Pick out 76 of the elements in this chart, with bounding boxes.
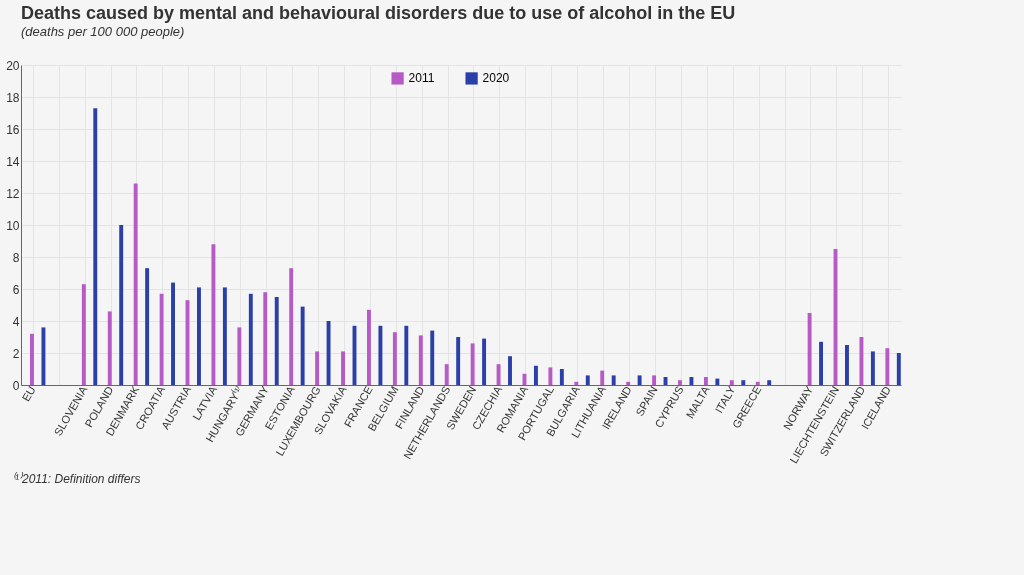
bar <box>145 268 150 385</box>
bar <box>885 348 890 385</box>
chart-title: Deaths caused by mental and behavioural disorders due to use of alcohol in the EU <box>21 3 736 23</box>
bar <box>133 183 138 385</box>
bar <box>767 380 772 385</box>
bar <box>611 375 616 385</box>
bar <box>93 108 98 385</box>
y-tick-label: 16 <box>6 122 20 137</box>
bar <box>637 375 642 385</box>
bar <box>807 313 812 385</box>
bar <box>482 338 487 385</box>
y-tick-label: 14 <box>6 154 20 169</box>
bar <box>366 309 371 385</box>
chart-subtitle: (deaths per 100 000 people) <box>21 24 185 39</box>
bar <box>508 356 512 385</box>
bar <box>404 325 409 385</box>
bar <box>626 381 631 385</box>
bar <box>703 377 708 385</box>
y-tick-label: 10 <box>6 218 20 233</box>
y-tick-label: 12 <box>6 186 20 201</box>
bar <box>548 367 553 385</box>
bar <box>263 292 268 385</box>
y-tick-label: 18 <box>6 90 20 105</box>
bar <box>430 330 435 385</box>
bar <box>741 380 746 385</box>
bar <box>211 244 216 385</box>
bar <box>689 377 694 385</box>
bar <box>585 375 590 385</box>
bar <box>444 364 449 385</box>
y-tick-label: 2 <box>12 346 20 361</box>
bar <box>41 327 46 385</box>
bar <box>222 287 227 385</box>
x-tick-label: EU <box>19 383 38 404</box>
bar <box>248 293 253 385</box>
bar <box>81 284 86 385</box>
bar <box>574 381 579 385</box>
bar <box>392 332 397 385</box>
bar <box>456 337 461 385</box>
bar <box>315 351 320 385</box>
bar <box>289 268 294 385</box>
bar <box>870 351 875 385</box>
bar <box>729 380 734 385</box>
legend-label: 2011 <box>408 71 435 86</box>
bar <box>237 327 242 385</box>
bar <box>533 365 538 385</box>
bar <box>755 381 760 385</box>
bar <box>715 378 720 385</box>
bar <box>274 297 279 385</box>
bar <box>30 333 34 385</box>
bar <box>326 321 331 385</box>
bar <box>197 287 201 385</box>
bar <box>107 311 112 385</box>
bar <box>600 370 605 385</box>
bar <box>859 337 864 385</box>
bar <box>678 380 682 385</box>
bar <box>470 343 475 385</box>
y-tick-label: 4 <box>12 314 20 329</box>
bar <box>652 375 657 385</box>
bar <box>496 364 501 385</box>
bar <box>418 335 423 385</box>
bar <box>341 351 345 385</box>
bar <box>171 282 175 385</box>
bar <box>300 306 305 385</box>
bar <box>845 345 849 385</box>
bar <box>119 225 124 385</box>
text: ⁽¹⁾2011: Definition differs <box>12 471 142 487</box>
y-tick-label: 20 <box>6 58 20 73</box>
y-tick-label: 0 <box>12 378 20 393</box>
legend-label: 2020 <box>482 71 510 86</box>
bar <box>819 341 824 385</box>
y-tick-label: 6 <box>12 282 20 297</box>
bar <box>159 293 164 385</box>
bar <box>896 353 901 385</box>
bar <box>378 325 383 385</box>
bar <box>559 369 564 385</box>
y-tick-label: 8 <box>12 250 20 265</box>
